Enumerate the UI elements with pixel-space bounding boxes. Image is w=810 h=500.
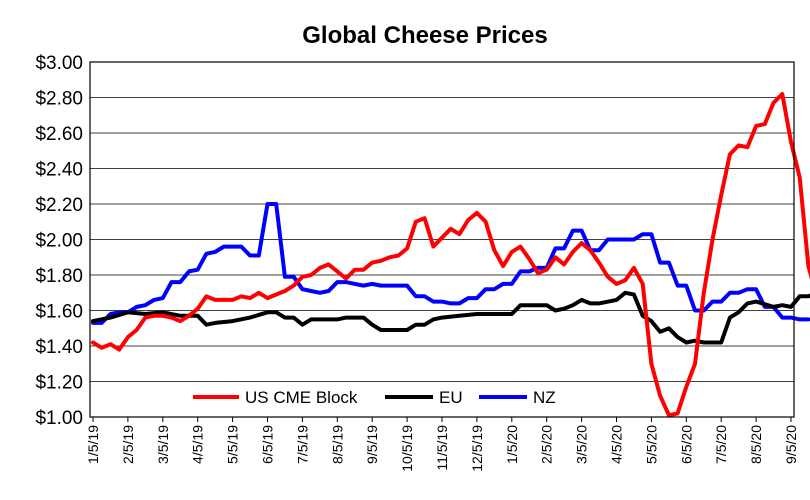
x-tick-label: 7/5/19 xyxy=(294,425,310,464)
x-tick-label: 4/5/20 xyxy=(609,425,625,464)
x-tick-label: 5/5/19 xyxy=(225,425,241,464)
x-tick-label: 8/5/19 xyxy=(329,425,345,464)
x-tick-label: 6/5/20 xyxy=(678,425,694,464)
x-tick-label: 9/5/20 xyxy=(783,425,799,464)
plot-frame xyxy=(89,61,795,418)
series-line-eu xyxy=(91,290,810,345)
x-tick-label: 5/5/20 xyxy=(643,425,659,464)
legend-label: EU xyxy=(439,388,463,407)
x-tick-label: 4/5/19 xyxy=(190,425,206,464)
x-tick-label: 12/5/19 xyxy=(469,425,485,472)
y-tick-label: $1.00 xyxy=(35,408,83,429)
series-line-nz xyxy=(91,202,810,325)
y-axis-ticks: $1.00 $1.20 $1.40 $1.60 $1.80 $2.00 $2.20 $2.40… xyxy=(35,53,83,429)
y-tick-label: $3.00 xyxy=(35,53,83,74)
x-tick-label: 6/5/19 xyxy=(260,425,276,464)
y-tick-label: $2.80 xyxy=(35,89,83,110)
y-tick-label: $2.20 xyxy=(35,195,83,216)
x-tick-label: 3/5/19 xyxy=(155,425,171,464)
x-tick-label: 11/5/19 xyxy=(434,425,450,471)
x-tick-label: 1/5/19 xyxy=(85,425,101,464)
y-tick-label: $1.60 xyxy=(35,302,83,323)
y-tick-label: $1.20 xyxy=(35,373,83,394)
x-tick-label: 10/5/19 xyxy=(399,425,415,472)
y-tick-label: $1.80 xyxy=(35,266,83,287)
x-axis-ticks: 1/5/19 2/5/19 3/5/19 4/5/19 5/5/19 6/5/19 7/5/… xyxy=(85,417,799,472)
x-tick-label: 9/5/19 xyxy=(364,425,380,464)
x-tick-label: 1/5/20 xyxy=(504,425,520,464)
y-tick-label: $1.40 xyxy=(35,337,83,358)
chart-title: Global Cheese Prices xyxy=(302,22,547,49)
x-tick-label: 8/5/20 xyxy=(748,425,764,464)
series-line-us-cme-block xyxy=(91,92,810,418)
legend-label: US CME Block xyxy=(245,388,358,407)
x-tick-label: 7/5/20 xyxy=(713,425,729,464)
y-tick-label: $2.40 xyxy=(35,160,83,181)
x-tick-label: 3/5/20 xyxy=(574,425,590,464)
x-tick-label: 2/5/19 xyxy=(120,425,136,464)
y-tick-label: $2.60 xyxy=(35,124,83,145)
y-tick-label: $2.00 xyxy=(35,231,83,252)
legend-label: NZ xyxy=(533,388,556,407)
x-tick-label: 2/5/20 xyxy=(539,425,555,464)
series-lines xyxy=(91,92,810,418)
legend: US CME Block EU NZ xyxy=(193,388,556,407)
